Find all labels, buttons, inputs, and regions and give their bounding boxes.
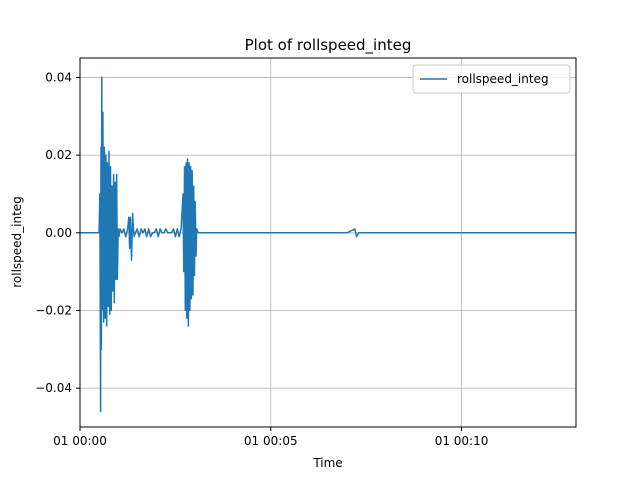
y-tick-label: 0.02 xyxy=(45,148,72,162)
series-layer xyxy=(80,76,576,413)
y-tick-label: 0.00 xyxy=(45,226,72,240)
x-tick-label: 01 00:05 xyxy=(244,434,298,448)
plot-frame xyxy=(79,57,577,428)
legend-label: rollspeed_integ xyxy=(457,72,549,86)
legend: rollspeed_integ xyxy=(412,64,571,94)
y-axis-label: rollspeed_integ xyxy=(10,196,24,288)
y-axis: 0.04 0.02 0.00 −0.02 −0.04 xyxy=(35,70,80,395)
x-tick-label: 01 00:00 xyxy=(53,434,107,448)
x-tick-label: 01 00:10 xyxy=(435,434,489,448)
legend-box xyxy=(412,64,571,94)
y-tick-label: −0.02 xyxy=(35,303,72,317)
x-axis: 01 00:00 01 00:05 01 00:10 xyxy=(53,427,488,448)
series-line-rollspeed_integ xyxy=(80,76,576,413)
chart-title: Plot of rollspeed_integ xyxy=(245,36,412,55)
y-tick-label: 0.04 xyxy=(45,70,72,84)
x-axis-label: Time xyxy=(312,456,342,470)
y-tick-label: −0.04 xyxy=(35,381,72,395)
